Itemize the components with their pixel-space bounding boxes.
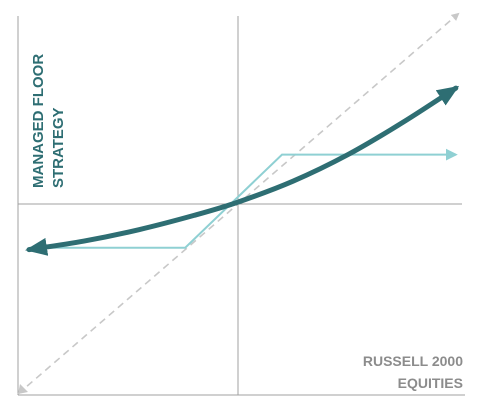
y-axis-label: MANAGED FLOOR — [30, 54, 47, 188]
x-axis-label-line-1: RUSSELL 2000 — [363, 353, 463, 369]
axes — [17, 16, 465, 396]
reference-diagonal-start-arrowhead — [18, 384, 28, 394]
y-axis-label-line-2: STRATEGY — [50, 107, 67, 188]
y-axis-label-line-1: MANAGED FLOOR — [30, 54, 47, 188]
series-layer — [17, 12, 460, 395]
y-axis-label-2: STRATEGY — [50, 107, 67, 188]
managed-floor-curve — [25, 85, 460, 256]
x-axis-label-line-2: EQUITIES — [398, 375, 463, 391]
